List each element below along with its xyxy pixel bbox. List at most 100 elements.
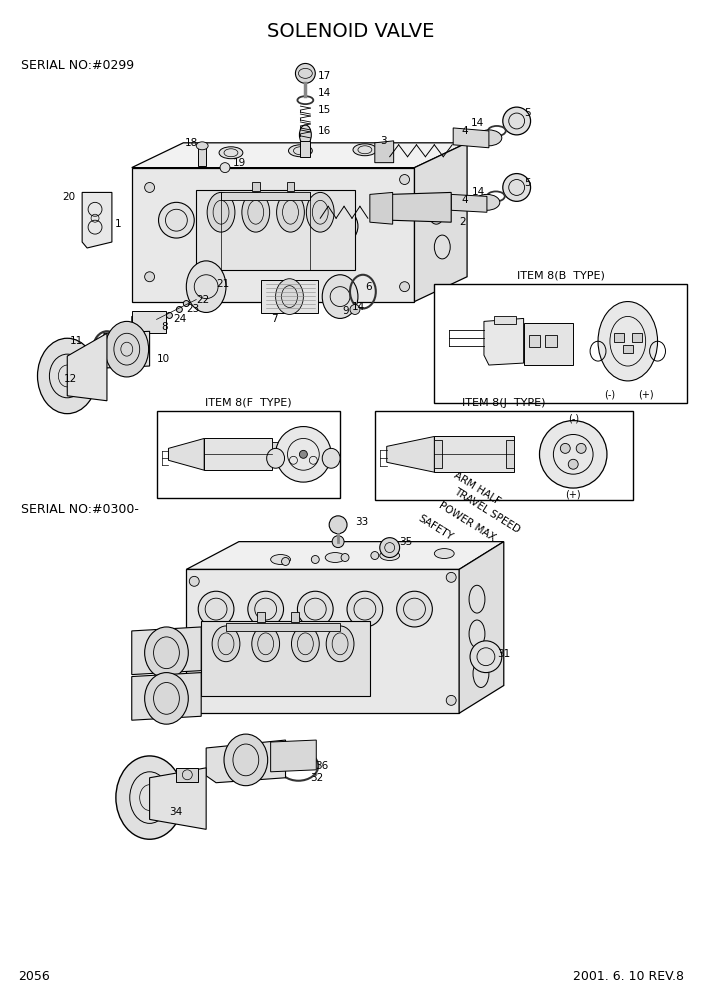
Polygon shape xyxy=(453,128,489,148)
Text: 5: 5 xyxy=(524,108,531,118)
Ellipse shape xyxy=(145,183,154,192)
Text: 6: 6 xyxy=(365,282,371,292)
Ellipse shape xyxy=(371,552,379,559)
Ellipse shape xyxy=(291,626,319,662)
Ellipse shape xyxy=(353,144,377,156)
Bar xyxy=(505,440,514,468)
Polygon shape xyxy=(226,623,340,631)
Ellipse shape xyxy=(190,576,199,586)
Text: 3: 3 xyxy=(380,136,386,146)
Text: 2001. 6. 10 REV.8: 2001. 6. 10 REV.8 xyxy=(574,969,684,983)
Ellipse shape xyxy=(446,695,456,705)
Ellipse shape xyxy=(503,174,531,201)
Text: 32: 32 xyxy=(310,773,324,783)
Ellipse shape xyxy=(540,421,607,488)
Text: 22: 22 xyxy=(197,295,209,305)
Ellipse shape xyxy=(282,558,289,565)
Polygon shape xyxy=(375,141,394,163)
Text: 35: 35 xyxy=(399,537,413,547)
Ellipse shape xyxy=(326,626,354,662)
Text: 14: 14 xyxy=(472,187,485,197)
Ellipse shape xyxy=(289,145,312,157)
Ellipse shape xyxy=(219,147,243,159)
Text: 18: 18 xyxy=(185,138,197,148)
Ellipse shape xyxy=(446,572,456,582)
Ellipse shape xyxy=(145,627,188,679)
Ellipse shape xyxy=(332,536,344,548)
Text: ITEM 8(F  TYPE): ITEM 8(F TYPE) xyxy=(205,398,291,408)
Bar xyxy=(524,323,574,365)
Bar xyxy=(286,182,294,191)
Ellipse shape xyxy=(190,691,199,701)
Polygon shape xyxy=(168,438,204,470)
Ellipse shape xyxy=(296,63,315,83)
Bar xyxy=(204,438,272,470)
Polygon shape xyxy=(387,436,435,472)
Text: 5: 5 xyxy=(524,178,531,187)
Ellipse shape xyxy=(220,163,230,173)
Ellipse shape xyxy=(435,235,450,259)
Ellipse shape xyxy=(105,321,149,377)
Ellipse shape xyxy=(183,301,190,307)
Ellipse shape xyxy=(469,585,485,613)
Ellipse shape xyxy=(186,261,226,312)
Ellipse shape xyxy=(435,549,454,558)
Ellipse shape xyxy=(325,553,345,562)
Bar xyxy=(435,440,442,468)
Polygon shape xyxy=(104,331,150,368)
Ellipse shape xyxy=(157,318,162,324)
Ellipse shape xyxy=(476,130,502,146)
Ellipse shape xyxy=(503,107,531,135)
Polygon shape xyxy=(459,542,504,713)
Text: 17: 17 xyxy=(318,71,331,81)
Polygon shape xyxy=(451,194,487,212)
Ellipse shape xyxy=(37,338,97,414)
Text: 8: 8 xyxy=(161,322,168,332)
Ellipse shape xyxy=(277,192,305,232)
Ellipse shape xyxy=(248,591,284,627)
Ellipse shape xyxy=(166,312,173,318)
Text: ITEM 8(J  TYPE): ITEM 8(J TYPE) xyxy=(462,398,545,408)
Text: 4: 4 xyxy=(461,126,468,136)
Ellipse shape xyxy=(252,626,279,662)
Text: POWER MAX: POWER MAX xyxy=(437,501,497,544)
Ellipse shape xyxy=(271,555,291,564)
Text: TRAVEL SPEED: TRAVEL SPEED xyxy=(451,486,522,535)
Ellipse shape xyxy=(322,275,358,318)
Ellipse shape xyxy=(176,307,183,312)
Text: 21: 21 xyxy=(216,279,230,289)
Ellipse shape xyxy=(380,538,399,558)
Ellipse shape xyxy=(276,427,331,482)
Polygon shape xyxy=(201,621,370,696)
Polygon shape xyxy=(484,318,524,365)
Text: 23: 23 xyxy=(186,305,199,314)
Polygon shape xyxy=(186,569,459,713)
Bar xyxy=(257,612,265,622)
Bar xyxy=(375,411,633,500)
Text: 14: 14 xyxy=(318,88,331,98)
Polygon shape xyxy=(67,333,107,401)
Bar xyxy=(132,311,166,333)
Polygon shape xyxy=(271,740,317,772)
Text: 2056: 2056 xyxy=(18,969,49,983)
Bar xyxy=(272,442,279,466)
Text: 10: 10 xyxy=(157,354,170,364)
Bar xyxy=(529,335,541,347)
Text: (+): (+) xyxy=(638,390,654,400)
Ellipse shape xyxy=(213,204,249,240)
Text: ARM HALF: ARM HALF xyxy=(451,470,502,507)
Text: (-): (-) xyxy=(568,414,578,424)
Ellipse shape xyxy=(380,551,399,560)
Polygon shape xyxy=(132,673,201,720)
Ellipse shape xyxy=(469,620,485,648)
Polygon shape xyxy=(206,740,286,783)
Ellipse shape xyxy=(300,125,311,145)
Ellipse shape xyxy=(224,734,267,786)
Ellipse shape xyxy=(207,192,235,232)
Ellipse shape xyxy=(198,591,234,627)
Text: SERIAL NO:#0300-: SERIAL NO:#0300- xyxy=(20,503,138,517)
Text: SOLENOID VALVE: SOLENOID VALVE xyxy=(267,22,435,41)
Polygon shape xyxy=(186,542,504,569)
Text: 14: 14 xyxy=(471,118,484,128)
Text: (-): (-) xyxy=(604,390,616,400)
